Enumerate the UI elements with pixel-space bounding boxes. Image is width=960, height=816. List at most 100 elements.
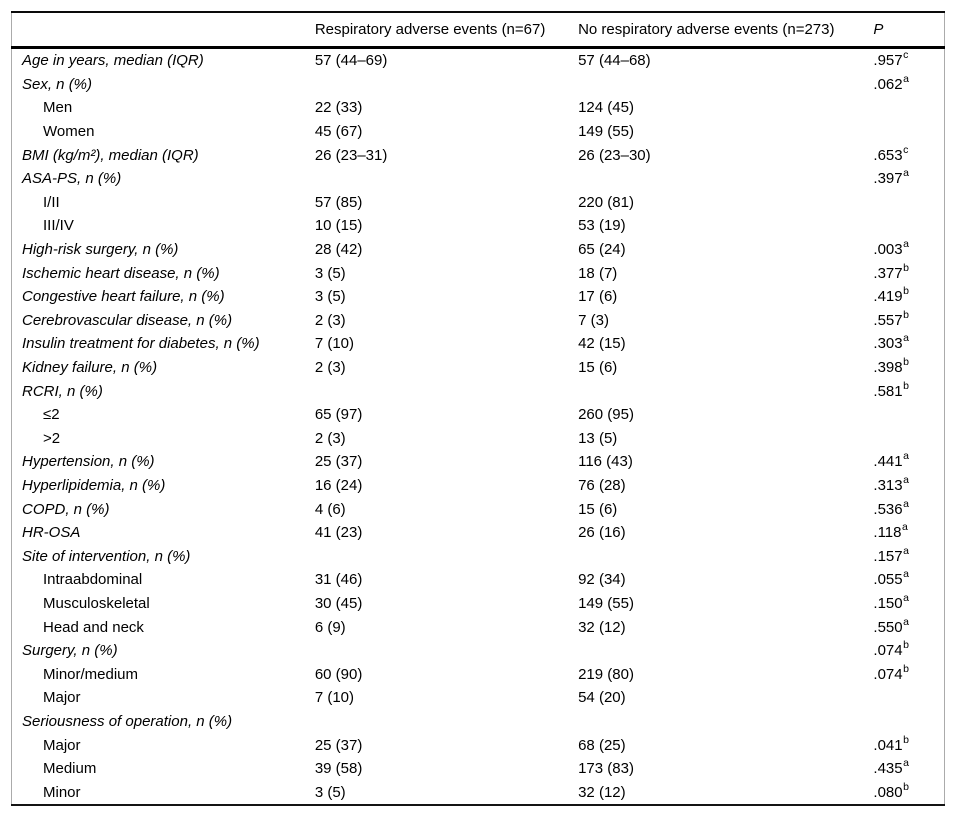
p-value: .303a	[873, 332, 909, 353]
p-value: .003a	[873, 238, 909, 259]
row-label: Cerebrovascular disease, n (%)	[22, 311, 233, 329]
table-row: High-risk surgery, n (%) 28 (42) 65 (24)…	[12, 238, 945, 262]
table-row: Cerebrovascular disease, n (%) 2 (3) 7 (…	[12, 309, 945, 333]
table-row: ≤2 65 (97) 260 (95)	[12, 403, 945, 427]
p-value: .377b	[873, 261, 909, 282]
p-value: .957c	[873, 49, 909, 70]
respiratory-events-value: 65 (97)	[314, 406, 363, 424]
respiratory-events-value: 4 (6)	[314, 500, 346, 518]
respiratory-events-value: 3 (5)	[314, 288, 346, 306]
respiratory-events-value	[305, 544, 568, 568]
row-label: Seriousness of operation, n (%)	[22, 712, 233, 730]
table-row: Head and neck 6 (9) 32 (12) .550a	[12, 615, 945, 639]
table-row: Men 22 (33) 124 (45)	[12, 96, 945, 120]
p-footnote-superscript: a	[902, 521, 908, 534]
table-row: Musculoskeletal 30 (45) 149 (55) .150a	[12, 592, 945, 616]
no-respiratory-events-value	[568, 379, 863, 403]
respiratory-events-value: 30 (45)	[314, 594, 363, 612]
table-row: Hypertension, n (%) 25 (37) 116 (43) .44…	[12, 450, 945, 474]
p-value: .557b	[873, 308, 909, 329]
p-footnote-superscript: a	[903, 450, 909, 463]
table-row: Minor 3 (5) 32 (12) .080b	[12, 780, 945, 805]
respiratory-events-value: 6 (9)	[314, 618, 346, 636]
table-row: ASA-PS, n (%) .397a	[12, 167, 945, 191]
p-footnote-superscript: a	[903, 568, 909, 581]
table-row: Surgery, n (%) .074b	[12, 639, 945, 663]
respiratory-events-value: 45 (67)	[314, 123, 363, 141]
no-respiratory-events-value	[568, 710, 863, 734]
respiratory-events-value: 26 (23–31)	[314, 146, 388, 164]
respiratory-events-value: 41 (23)	[314, 524, 363, 542]
no-respiratory-events-value: 15 (6)	[578, 359, 618, 377]
p-value: .550a	[873, 615, 909, 636]
table-row: Sex, n (%) .062a	[12, 73, 945, 97]
row-label: Minor	[43, 783, 81, 801]
p-footnote-superscript: c	[903, 143, 909, 156]
row-label: Hypertension, n (%)	[22, 453, 155, 471]
row-label: Men	[43, 99, 73, 117]
no-respiratory-events-value: 53 (19)	[578, 217, 626, 235]
no-respiratory-events-value: 18 (7)	[578, 264, 618, 282]
respiratory-events-value: 2 (3)	[314, 429, 346, 447]
row-label: Major	[43, 736, 81, 754]
table-body: Age in years, median (IQR) 57 (44–69) 57…	[12, 48, 945, 806]
p-value: .080b	[873, 780, 909, 801]
row-label: Women	[43, 123, 95, 141]
no-respiratory-events-value: 173 (83)	[578, 760, 634, 778]
baseline-characteristics-table: Respiratory adverse events (n=67) No res…	[11, 11, 945, 806]
no-respiratory-events-value: 26 (16)	[578, 524, 626, 542]
row-label: Hyperlipidemia, n (%)	[22, 476, 166, 494]
table-row: Major 7 (10) 54 (20)	[12, 686, 945, 710]
p-footnote-superscript: a	[903, 238, 909, 251]
p-value: .150a	[873, 591, 909, 612]
table-row: Major 25 (37) 68 (25) .041b	[12, 733, 945, 757]
no-respiratory-events-value: 13 (5)	[578, 429, 618, 447]
respiratory-events-value	[305, 710, 568, 734]
no-respiratory-events-value: 219 (80)	[578, 665, 634, 683]
respiratory-events-value: 3 (5)	[314, 264, 346, 282]
row-label: Insulin treatment for diabetes, n (%)	[22, 335, 260, 353]
no-respiratory-events-value: 57 (44–68)	[578, 52, 651, 70]
respiratory-events-value: 28 (42)	[314, 241, 363, 259]
row-label: Age in years, median (IQR)	[22, 52, 204, 70]
table-row: HR-OSA 41 (23) 26 (16) .118a	[12, 521, 945, 545]
row-label: BMI (kg/m²), median (IQR)	[22, 146, 199, 164]
respiratory-events-value: 25 (37)	[314, 736, 363, 754]
row-label: Major	[43, 689, 81, 707]
p-footnote-superscript: a	[903, 497, 909, 510]
row-label: Sex, n (%)	[22, 75, 93, 93]
p-footnote-superscript: a	[903, 615, 909, 628]
no-respiratory-events-value: 17 (6)	[578, 288, 618, 306]
p-footnote-superscript: a	[903, 72, 909, 85]
no-respiratory-events-value: 68 (25)	[578, 736, 626, 754]
no-respiratory-events-value: 15 (6)	[578, 500, 618, 518]
row-label: Congestive heart failure, n (%)	[22, 288, 225, 306]
row-label: Musculoskeletal	[43, 594, 150, 612]
row-label: COPD, n (%)	[22, 500, 110, 518]
p-footnote-superscript: b	[903, 308, 909, 321]
row-label: ASA-PS, n (%)	[22, 170, 122, 188]
p-value: .419b	[873, 285, 909, 306]
respiratory-events-value	[305, 379, 568, 403]
respiratory-events-value: 57 (44–69)	[314, 52, 388, 70]
table-row: Site of intervention, n (%) .157a	[12, 544, 945, 568]
table-row: I/II 57 (85) 220 (81)	[12, 191, 945, 215]
no-respiratory-events-value	[568, 73, 863, 97]
table-row: Congestive heart failure, n (%) 3 (5) 17…	[12, 285, 945, 309]
table-row: Minor/medium 60 (90) 219 (80) .074b	[12, 662, 945, 686]
p-value: .536a	[873, 497, 909, 518]
row-label: Kidney failure, n (%)	[22, 359, 158, 377]
respiratory-events-value: 2 (3)	[314, 311, 346, 329]
p-footnote-superscript: a	[903, 167, 909, 180]
no-respiratory-events-value: 149 (55)	[578, 594, 634, 612]
no-respiratory-events-value: 149 (55)	[578, 123, 634, 141]
p-value	[863, 427, 944, 451]
p-value: .653c	[873, 143, 909, 164]
no-respiratory-events-value: 260 (95)	[578, 406, 634, 424]
respiratory-events-value: 57 (85)	[314, 193, 363, 211]
table-row: III/IV 10 (15) 53 (19)	[12, 214, 945, 238]
no-respiratory-events-value: 76 (28)	[578, 476, 626, 494]
respiratory-events-value: 60 (90)	[314, 665, 363, 683]
p-value: .157a	[873, 544, 909, 565]
